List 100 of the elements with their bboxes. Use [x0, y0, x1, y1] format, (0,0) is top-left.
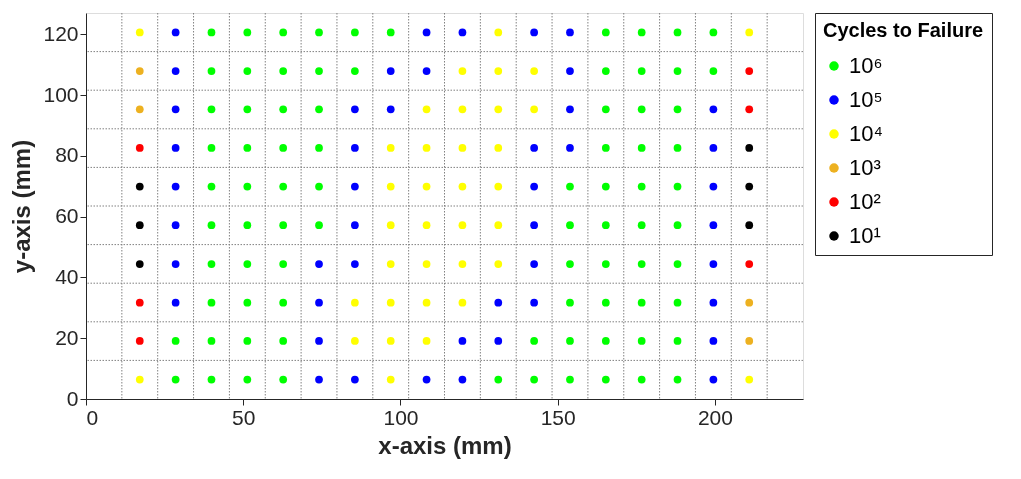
- point: [566, 105, 574, 114]
- legend-label: 10²: [849, 189, 881, 214]
- point: [351, 298, 359, 307]
- point: [530, 144, 538, 152]
- point: [135, 298, 144, 307]
- y-tick-label: 20: [55, 325, 79, 349]
- point: [135, 260, 144, 268]
- point: [135, 105, 144, 114]
- point: [422, 260, 431, 268]
- point: [422, 182, 431, 191]
- point: [458, 182, 467, 191]
- point: [709, 144, 718, 152]
- point: [709, 221, 718, 230]
- point: [135, 144, 144, 152]
- point: [458, 375, 467, 384]
- point: [458, 260, 467, 268]
- point: [458, 298, 467, 307]
- x-axis-title: x-axis (mm): [378, 431, 512, 459]
- point: [745, 144, 754, 152]
- point: [386, 105, 395, 114]
- point: [494, 28, 503, 37]
- point: [351, 260, 359, 268]
- point: [171, 144, 180, 152]
- point: [458, 67, 467, 75]
- point: [315, 260, 323, 268]
- point: [171, 221, 180, 230]
- y-tick-label: 60: [55, 204, 79, 228]
- point: [566, 144, 574, 152]
- point: [386, 182, 395, 191]
- point: [494, 144, 503, 152]
- point: [315, 337, 323, 345]
- point: [458, 144, 467, 152]
- point: [422, 144, 431, 152]
- point: [422, 375, 431, 384]
- point: [386, 260, 395, 268]
- y-tick-label: 80: [55, 143, 79, 167]
- point: [566, 67, 574, 75]
- point: [135, 221, 144, 230]
- point: [494, 260, 503, 268]
- point: [530, 28, 538, 37]
- point: [135, 182, 144, 191]
- point: [530, 105, 538, 114]
- point: [745, 221, 754, 230]
- x-tick-label: 150: [540, 405, 576, 429]
- point: [171, 67, 180, 75]
- point: [422, 337, 431, 345]
- point: [494, 298, 503, 307]
- legend-title: Cycles to Failure: [823, 19, 984, 41]
- point: [566, 28, 574, 37]
- point: [530, 67, 538, 75]
- point: [135, 375, 144, 384]
- point: [709, 105, 718, 114]
- point: [745, 28, 754, 37]
- point: [709, 375, 718, 384]
- point: [386, 67, 395, 75]
- point: [171, 28, 180, 37]
- y-tick-label: 120: [43, 21, 79, 45]
- point: [315, 375, 323, 384]
- point: [351, 221, 359, 230]
- legend-label: 10³: [849, 155, 881, 180]
- point: [135, 67, 144, 75]
- point: [351, 105, 359, 114]
- point: [386, 144, 395, 152]
- point: [386, 298, 395, 307]
- point: [171, 298, 180, 307]
- x-tick-label: 50: [232, 405, 256, 429]
- point: [351, 182, 359, 191]
- point: [422, 28, 431, 37]
- point: [351, 375, 359, 384]
- x-tick-label: 100: [383, 405, 419, 429]
- legend-label: 10⁶: [849, 53, 883, 78]
- point: [171, 105, 180, 114]
- point: [745, 67, 754, 75]
- legend-label: 10¹: [849, 223, 881, 248]
- point: [422, 67, 431, 75]
- point: [422, 105, 431, 114]
- point: [351, 144, 359, 152]
- point: [709, 260, 718, 268]
- point: [458, 28, 467, 37]
- point: [530, 182, 538, 191]
- legend-label: 10⁵: [849, 87, 883, 112]
- point: [530, 298, 538, 307]
- y-tick-label: 0: [66, 386, 79, 410]
- point: [494, 67, 503, 75]
- point: [386, 375, 395, 384]
- point: [422, 221, 431, 230]
- point: [745, 298, 754, 307]
- point: [709, 298, 718, 307]
- point: [745, 105, 754, 114]
- point: [709, 337, 718, 345]
- legend-label: 10⁴: [849, 121, 883, 146]
- point: [494, 182, 503, 191]
- point: [458, 337, 467, 345]
- point: [494, 105, 503, 114]
- x-tick-label: 200: [697, 405, 733, 429]
- point: [458, 105, 467, 114]
- point: [494, 337, 503, 345]
- y-axis-title: y-axis (mm): [8, 139, 36, 274]
- point: [135, 28, 144, 37]
- point: [530, 221, 538, 230]
